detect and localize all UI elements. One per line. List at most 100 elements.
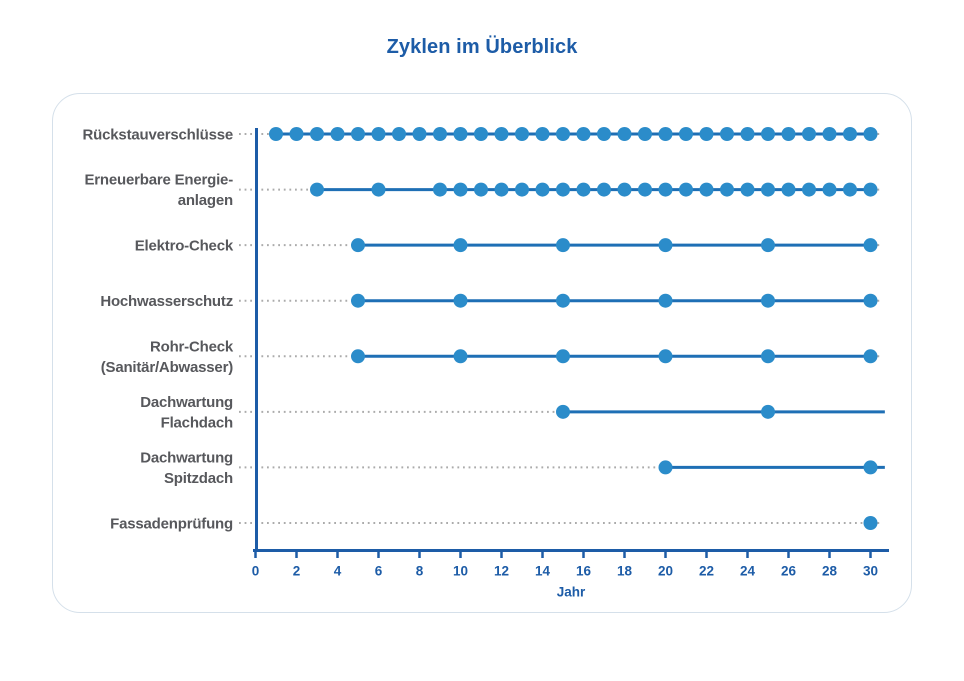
x-tick-label: 4 xyxy=(334,564,342,579)
cycle-dot xyxy=(843,127,857,141)
cycle-dot xyxy=(556,127,570,141)
cycle-dot xyxy=(535,182,550,197)
cycle-dot xyxy=(310,182,324,197)
x-tick-label: 12 xyxy=(494,564,509,579)
cycle-dot xyxy=(699,182,714,197)
x-tick-label: 18 xyxy=(617,564,633,579)
cycle-dot xyxy=(453,349,468,364)
cycle-dot xyxy=(761,349,775,364)
cycle-dot xyxy=(638,182,652,197)
x-tick-label: 0 xyxy=(252,564,260,579)
x-tick-label: 24 xyxy=(740,564,756,579)
cycle-dot xyxy=(843,182,857,197)
category-label: Hochwasserschutz xyxy=(100,293,233,310)
cycle-dot xyxy=(699,127,714,141)
cycle-dot xyxy=(658,349,673,364)
cycle-dot xyxy=(453,127,468,141)
x-tick-label: 20 xyxy=(658,564,673,579)
cycle-dot xyxy=(863,349,878,364)
x-axis-title: Jahr xyxy=(557,585,586,600)
cycle-dot xyxy=(658,238,673,253)
cycle-dot xyxy=(802,182,816,197)
cycle-dot xyxy=(781,182,796,197)
x-tick-label: 2 xyxy=(293,564,301,579)
category-label: Erneuerbare Energie-anlagen xyxy=(84,172,233,210)
cycle-dot xyxy=(863,460,878,475)
cycle-dot xyxy=(371,127,386,141)
cycle-dot xyxy=(597,127,611,141)
cycle-dot xyxy=(761,293,775,308)
cycle-dot xyxy=(351,127,365,141)
cycle-dot xyxy=(269,127,283,141)
cycle-dot xyxy=(720,182,734,197)
cycle-dot xyxy=(802,127,816,141)
cycle-dot xyxy=(761,182,775,197)
cycle-dot xyxy=(556,238,570,253)
cycle-dot xyxy=(453,182,468,197)
x-tick-label: 6 xyxy=(375,564,383,579)
cycle-dot xyxy=(433,127,447,141)
cycle-dot xyxy=(617,182,632,197)
cycle-dot xyxy=(453,293,468,308)
cycle-dot xyxy=(576,182,591,197)
cycle-dot xyxy=(474,127,488,141)
cycle-dot xyxy=(556,349,570,364)
cycle-dot xyxy=(330,127,345,141)
cycle-dot xyxy=(740,182,755,197)
cycle-dot xyxy=(761,127,775,141)
cycle-dot xyxy=(822,182,837,197)
cycle-dot xyxy=(474,182,488,197)
cycle-dot xyxy=(761,404,775,419)
x-tick-label: 8 xyxy=(416,564,424,579)
cycle-dot xyxy=(351,349,365,364)
cycle-dot xyxy=(658,127,673,141)
cycle-dot xyxy=(863,238,878,253)
cycle-dot xyxy=(453,238,468,253)
x-tick-label: 22 xyxy=(699,564,714,579)
cycle-dot xyxy=(412,127,427,141)
cycle-dot xyxy=(863,127,878,141)
cycle-dot xyxy=(371,182,386,197)
cycle-dot xyxy=(658,182,673,197)
category-label: Rückstauverschlüsse xyxy=(83,126,233,143)
cycle-dot xyxy=(351,238,365,253)
x-tick-label: 30 xyxy=(863,564,878,579)
cycle-dot xyxy=(761,238,775,253)
cycle-dot xyxy=(863,515,878,530)
cycle-dot xyxy=(433,182,447,197)
cycle-dot xyxy=(494,127,509,141)
cycle-dot xyxy=(515,127,529,141)
cycle-dot xyxy=(658,460,673,475)
cycle-dot xyxy=(740,127,755,141)
x-tick-label: 28 xyxy=(822,564,838,579)
cycle-dot xyxy=(679,182,693,197)
x-tick-label: 26 xyxy=(781,564,797,579)
cycle-dot xyxy=(310,127,324,141)
category-label: Dachwartung Spitzdach xyxy=(140,449,233,487)
cycle-dot xyxy=(392,127,406,141)
cycle-dot xyxy=(556,182,570,197)
cycle-dot xyxy=(822,127,837,141)
category-label: Rohr-Check (Sanitär/Abwasser) xyxy=(101,338,234,376)
cycle-dot xyxy=(556,293,570,308)
cycle-dot xyxy=(658,293,673,308)
chart-title: Zyklen im Überblick xyxy=(386,36,578,58)
cycle-dot xyxy=(494,182,509,197)
cycle-dot xyxy=(351,293,365,308)
category-label: Dachwartung Flachdach xyxy=(140,394,233,432)
cycle-dot xyxy=(638,127,652,141)
category-label: Elektro-Check xyxy=(135,237,234,254)
cycle-dot xyxy=(781,127,796,141)
cycle-dot xyxy=(556,404,570,419)
cycle-dot xyxy=(576,127,591,141)
x-tick-label: 10 xyxy=(453,564,468,579)
cycle-dot xyxy=(863,182,878,197)
cycle-dot xyxy=(679,127,693,141)
x-tick-label: 14 xyxy=(535,564,551,579)
cycle-dot xyxy=(617,127,632,141)
cycle-dot xyxy=(289,127,304,141)
cycle-dot xyxy=(863,293,878,308)
cycle-dot xyxy=(597,182,611,197)
